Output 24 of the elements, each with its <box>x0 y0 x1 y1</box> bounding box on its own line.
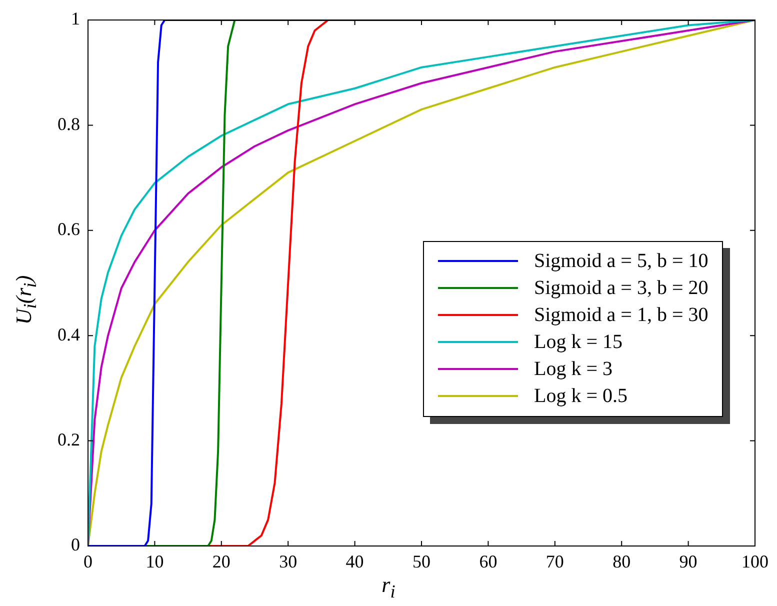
x-tick-label: 90 <box>679 552 698 572</box>
y-tick-label: 1 <box>71 8 80 29</box>
y-tick-label: 0.8 <box>58 114 80 134</box>
y-tick-label: 0 <box>71 534 80 555</box>
x-tick-label: 0 <box>84 552 92 572</box>
x-tick-label: 40 <box>346 552 364 572</box>
x-tick-label: 100 <box>742 552 768 572</box>
y-tick-label: 0.4 <box>58 324 80 344</box>
x-tick-label: 70 <box>546 552 564 572</box>
x-tick-label: 20 <box>212 552 230 572</box>
legend-label: Sigmoid a = 1, b = 30 <box>534 304 708 327</box>
x-tick-label: 60 <box>479 552 498 572</box>
legend-label: Sigmoid a = 3, b = 20 <box>534 276 708 300</box>
legend-label: Log k = 0.5 <box>534 384 628 408</box>
legend-label: Log k = 3 <box>534 358 612 381</box>
legend-label: Log k = 15 <box>534 330 622 354</box>
x-tick-label: 80 <box>612 552 631 572</box>
y-tick-label: 0.6 <box>58 219 80 240</box>
x-tick-label: 30 <box>279 552 298 572</box>
x-tick-label: 10 <box>146 552 164 572</box>
legend-label: Sigmoid a = 5, b = 10 <box>534 250 708 273</box>
y-tick-label: 0.2 <box>58 430 80 450</box>
x-tick-label: 50 <box>412 552 430 572</box>
x-axis-title: r$_{i}$ <box>380 572 396 602</box>
